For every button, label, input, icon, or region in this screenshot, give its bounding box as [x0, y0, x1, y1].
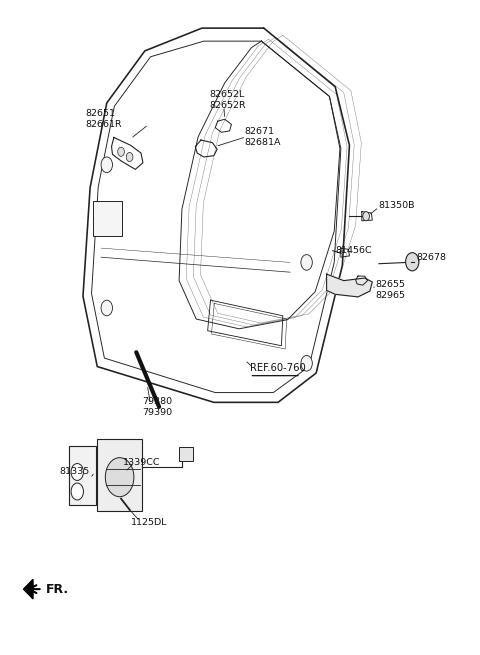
Text: 81350B: 81350B — [378, 200, 415, 210]
Circle shape — [406, 253, 419, 271]
FancyBboxPatch shape — [179, 447, 193, 461]
Text: 82652L
82652R: 82652L 82652R — [209, 90, 246, 110]
Polygon shape — [24, 580, 33, 599]
FancyBboxPatch shape — [94, 200, 122, 236]
Text: 82651
82661R: 82651 82661R — [85, 109, 122, 129]
Text: 79380
79390: 79380 79390 — [143, 397, 173, 417]
Circle shape — [118, 147, 124, 157]
Circle shape — [363, 212, 370, 221]
Circle shape — [126, 153, 133, 162]
Circle shape — [71, 483, 84, 500]
Text: REF.60-760: REF.60-760 — [250, 363, 305, 373]
Text: FR.: FR. — [46, 583, 69, 595]
Circle shape — [301, 255, 312, 271]
Polygon shape — [326, 274, 372, 297]
Text: 82678: 82678 — [416, 253, 446, 262]
Circle shape — [71, 464, 84, 481]
Circle shape — [301, 356, 312, 371]
Circle shape — [105, 458, 134, 496]
Text: 82655
82965: 82655 82965 — [376, 280, 406, 300]
Text: 81456C: 81456C — [335, 246, 372, 255]
Text: 1339CC: 1339CC — [123, 458, 161, 468]
FancyBboxPatch shape — [69, 446, 96, 504]
Circle shape — [101, 157, 112, 173]
Text: 1125DL: 1125DL — [131, 518, 167, 527]
Text: 82671
82681A: 82671 82681A — [245, 127, 281, 147]
FancyBboxPatch shape — [97, 440, 143, 511]
Circle shape — [101, 300, 112, 316]
Text: 81335: 81335 — [59, 468, 89, 476]
